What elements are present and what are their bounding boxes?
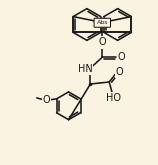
Text: O: O bbox=[98, 37, 106, 47]
Text: O: O bbox=[43, 95, 50, 105]
Text: O: O bbox=[115, 67, 123, 77]
Text: HN: HN bbox=[78, 64, 93, 74]
FancyBboxPatch shape bbox=[94, 18, 110, 27]
Text: Abs: Abs bbox=[97, 20, 108, 25]
Text: HO: HO bbox=[106, 93, 121, 103]
Text: O: O bbox=[117, 52, 125, 62]
